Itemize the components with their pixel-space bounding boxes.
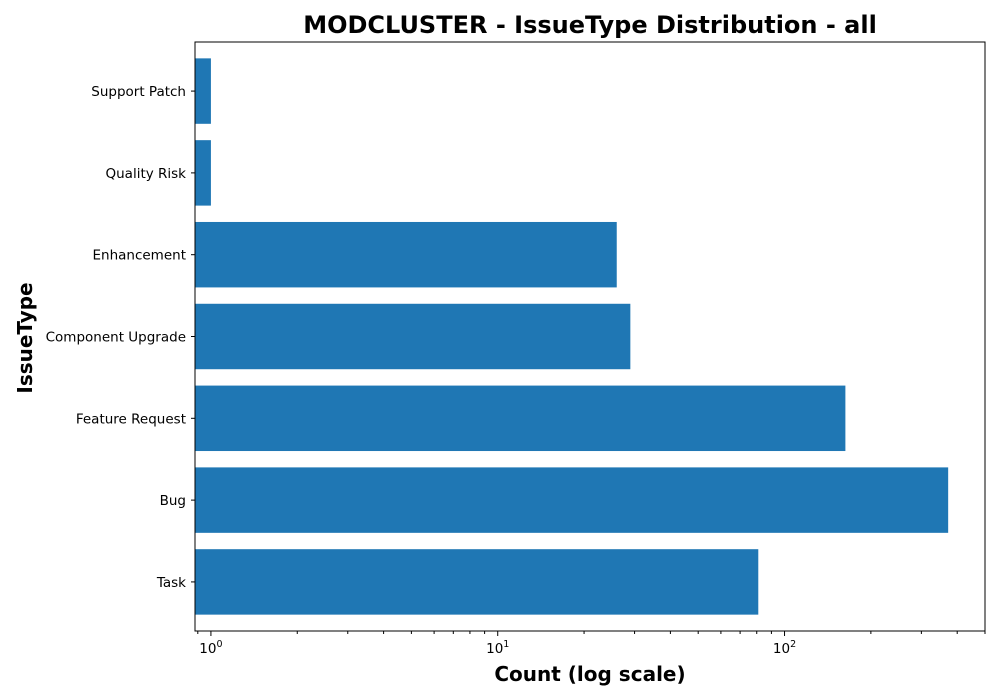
x-tick-label: 100 [199, 639, 222, 657]
bar [195, 467, 949, 533]
bar [195, 385, 846, 452]
y-tick-label: Feature Request [76, 411, 186, 427]
x-tick-label: 102 [773, 639, 796, 657]
bar [195, 140, 211, 206]
bar [195, 221, 617, 288]
x-tick-exponent: 2 [790, 639, 796, 650]
y-tick-label: Task [156, 575, 186, 591]
plot-area: Task Bug Feature Request Component Upgrade E… [46, 58, 986, 657]
x-tick-base: 10 [486, 641, 503, 657]
y-tick-label: Enhancement [92, 248, 186, 264]
y-tick-label: Bug [160, 493, 186, 509]
x-tick-base: 10 [773, 641, 790, 657]
y-tick-label: Quality Risk [105, 166, 186, 182]
bar [195, 549, 759, 615]
x-tick-label: 101 [486, 639, 509, 657]
chart-title: MODCLUSTER - IssueType Distribution - al… [303, 11, 877, 39]
x-tick-exponent: 0 [216, 639, 222, 650]
x-tick-exponent: 1 [503, 639, 509, 650]
x-tick-base: 10 [199, 641, 216, 657]
bar [195, 303, 631, 370]
bar [195, 58, 211, 124]
y-tick-label: Component Upgrade [46, 330, 186, 346]
y-axis-label: IssueType [13, 282, 37, 393]
y-tick-label: Support Patch [91, 84, 186, 100]
x-axis-label: Count (log scale) [494, 662, 685, 686]
axes-frame [194, 41, 986, 632]
